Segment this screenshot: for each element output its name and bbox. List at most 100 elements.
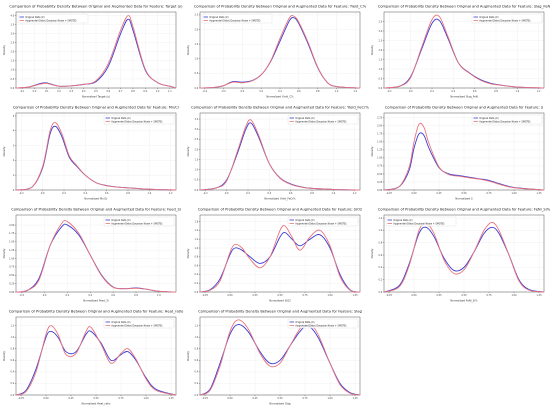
y-tick-label: 0.8 bbox=[195, 348, 199, 351]
y-tick-label: 2.5 bbox=[11, 42, 15, 45]
y-axis-label: Density bbox=[186, 146, 190, 156]
x-tick-label: 0.2 bbox=[62, 192, 66, 195]
x-tick-label: 0.8 bbox=[316, 90, 320, 93]
x-tick-label: 0.8 bbox=[126, 192, 130, 195]
y-tick-label: 1.0 bbox=[11, 69, 15, 72]
density-chart-panel: Comparison of Probability Density Betwee… bbox=[370, 205, 550, 303]
y-tick-label: 1.0 bbox=[195, 336, 199, 339]
chart-title: Comparison of Probability Density Betwee… bbox=[9, 310, 184, 314]
x-axis-label: Normalized Slag_FeN bbox=[450, 95, 477, 99]
legend-label: Original Data (X) bbox=[295, 117, 314, 120]
legend-label: Augmented Data (Gaussian Noise + SMOTE) bbox=[295, 120, 346, 123]
x-tick-label: 1.00 bbox=[511, 192, 517, 195]
legend-label: Augmented Data (Gaussian Noise + SMOTE) bbox=[479, 19, 530, 22]
density-chart-panel: Comparison of Probability Density Betwee… bbox=[2, 307, 183, 406]
legend-label: Original Data (X) bbox=[295, 321, 314, 324]
y-tick-label: 0.4 bbox=[195, 273, 199, 276]
density-chart-panel: Comparison of Probability Density Betwee… bbox=[370, 103, 548, 201]
density-chart: Comparison of Probability Density Betwee… bbox=[186, 5, 367, 99]
y-tick-label: 0.4 bbox=[379, 266, 383, 269]
x-tick-label: 0.00 bbox=[227, 397, 233, 400]
y-tick-label: 0.8 bbox=[379, 242, 383, 245]
x-tick-label: 0.4 bbox=[452, 90, 456, 93]
x-tick-label: 0.0 bbox=[241, 90, 245, 93]
density-chart: Comparison of Probability Density Betwee… bbox=[186, 310, 362, 406]
x-tick-label: 1.0 bbox=[156, 90, 160, 93]
x-tick-label: 0.4 bbox=[88, 294, 92, 297]
chart-title: Comparison of Probability Density Betwee… bbox=[11, 208, 181, 212]
y-tick-label: 0.25 bbox=[377, 181, 383, 184]
y-axis-label: Density bbox=[2, 146, 6, 156]
y-tick-label: 1.5 bbox=[195, 158, 199, 161]
density-chart: Comparison of Probability Density Betwee… bbox=[2, 106, 180, 201]
x-axis-label: Normalized Yield_C% bbox=[266, 95, 294, 99]
legend-label: Augmented Data (Gaussian Noise + SMOTE) bbox=[393, 222, 444, 225]
y-tick-label: 2.25 bbox=[377, 117, 383, 120]
legend-box bbox=[471, 114, 543, 125]
y-tick-label: 0.5 bbox=[195, 179, 199, 182]
x-tick-label: 0.0 bbox=[225, 192, 229, 195]
y-tick-label: 0.2 bbox=[195, 382, 199, 385]
y-tick-label: 1.2 bbox=[195, 324, 199, 327]
legend-label: Original Data (X) bbox=[111, 321, 130, 324]
x-tick-label: 0.4 bbox=[84, 192, 88, 195]
density-chart: Comparison of Probability Density Betwee… bbox=[2, 208, 181, 303]
x-tick-label: 0.50 bbox=[93, 397, 99, 400]
x-tick-label: 1.0 bbox=[157, 294, 161, 297]
density-chart-panel: Comparison of Probability Density Betwee… bbox=[2, 205, 181, 303]
legend-box bbox=[287, 114, 359, 125]
y-tick-label: 4.0 bbox=[11, 14, 15, 17]
y-tick-label: 0.50 bbox=[9, 274, 15, 277]
x-tick-label: 0.1 bbox=[45, 90, 49, 93]
density-chart-panel: Comparison of Probability Density Betwee… bbox=[2, 2, 183, 99]
y-tick-label: 1.0 bbox=[379, 68, 383, 71]
y-axis-label: Density bbox=[2, 248, 6, 258]
y-tick-label: 2.00 bbox=[377, 125, 383, 128]
series-line-augmented bbox=[383, 122, 545, 191]
density-chart: Comparison of Probability Density Betwee… bbox=[2, 310, 183, 406]
series-line-original bbox=[383, 18, 545, 89]
y-tick-label: 0.0 bbox=[11, 87, 15, 90]
legend-label: Original Data (X) bbox=[479, 16, 498, 19]
legend-label: Augmented Data (Gaussian Noise + SMOTE) bbox=[209, 19, 260, 22]
series-line-augmented bbox=[15, 219, 177, 293]
legend-label: Original Data (X) bbox=[479, 117, 498, 120]
legend-box bbox=[287, 216, 359, 227]
y-tick-label: 1.5 bbox=[11, 60, 15, 63]
legend-label: Augmented Data (Gaussian Noise + SMOTE) bbox=[479, 120, 530, 123]
density-chart-panel: Comparison of Probability Density Betwee… bbox=[186, 103, 369, 201]
y-tick-label: 0.8 bbox=[11, 348, 15, 351]
x-tick-label: 1.00 bbox=[511, 294, 517, 297]
chart-title: Comparison of Probability Density Betwee… bbox=[194, 5, 367, 9]
y-tick-label: 2 bbox=[13, 159, 15, 162]
y-tick-label: 1.50 bbox=[9, 241, 15, 244]
x-tick-label: 0.75 bbox=[302, 294, 308, 297]
y-tick-label: 1.6 bbox=[195, 220, 199, 223]
legend-label: Original Data (X) bbox=[393, 219, 412, 222]
density-chart: Comparison of Probability Density Betwee… bbox=[2, 5, 183, 99]
x-tick-label: 0.25 bbox=[436, 192, 442, 195]
x-tick-label: 0.4 bbox=[268, 192, 272, 195]
chart-title: Comparison of Probability Density Betwee… bbox=[378, 208, 550, 212]
x-tick-label: 0.7 bbox=[119, 90, 123, 93]
x-tick-label: -0.2 bbox=[387, 90, 392, 93]
chart-title: Comparison of Probability Density Betwee… bbox=[378, 5, 550, 9]
x-tick-label: 0.0 bbox=[33, 90, 37, 93]
series-line-augmented bbox=[383, 221, 545, 293]
x-tick-label: 1.25 bbox=[352, 294, 358, 297]
y-tick-label: 0.0 bbox=[195, 87, 199, 90]
y-tick-label: 1.00 bbox=[9, 257, 15, 260]
series-line-original bbox=[15, 330, 177, 396]
y-tick-label: 1.50 bbox=[377, 141, 383, 144]
x-tick-label: 1.25 bbox=[536, 192, 542, 195]
x-tick-label: 0.6 bbox=[473, 90, 477, 93]
y-tick-label: 1.00 bbox=[377, 157, 383, 160]
y-tick-label: 0.4 bbox=[11, 371, 15, 374]
y-tick-label: 1.5 bbox=[379, 58, 383, 61]
x-tick-label: -0.25 bbox=[202, 294, 208, 297]
y-tick-label: 0.6 bbox=[379, 254, 383, 257]
x-tick-label: -0.4 bbox=[202, 90, 207, 93]
x-tick-label: 1.25 bbox=[168, 397, 174, 400]
y-axis-label: Density bbox=[186, 248, 190, 258]
y-tick-label: 0.0 bbox=[195, 291, 199, 294]
